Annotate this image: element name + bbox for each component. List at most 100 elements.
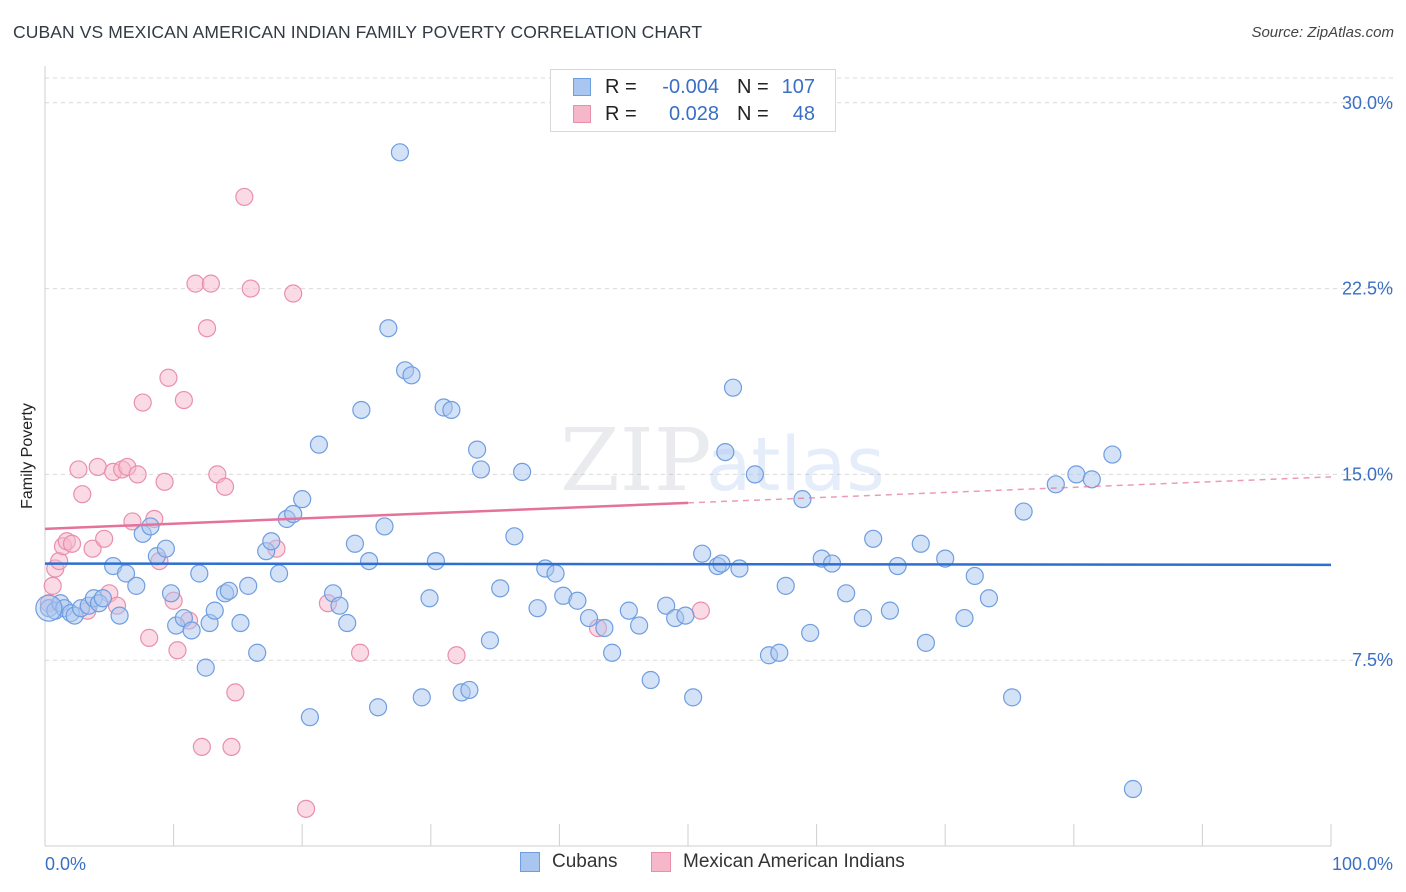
data-point [296,799,316,818]
data-point [73,485,92,504]
data-point [309,435,329,454]
legend-row-mexican-american-indians: R = 0.028 N = 48 [573,102,815,126]
data-point [69,460,88,479]
data-point [300,708,320,727]
x-tick-label: 0.0% [45,854,86,874]
trend-lines [44,476,1332,567]
data-point [776,576,795,595]
legend-item-mexican-american-indians[interactable]: Mexican American Indians [651,851,905,873]
data-point [159,368,178,387]
trend-line-pink [44,501,689,531]
data-point [911,534,930,553]
data-point [491,579,510,598]
data-point [420,589,439,608]
data-point [155,472,174,491]
data-point [116,564,136,583]
data-point [197,319,217,338]
data-point [888,556,907,576]
data-point [156,539,175,558]
data-point [568,591,587,610]
data-point [293,490,312,509]
data-point [205,601,224,620]
data-point [412,688,431,707]
data-point [684,688,703,707]
chart-title: CUBAN VS MEXICAN AMERICAN INDIAN FAMILY … [13,22,703,42]
data-point [676,606,695,625]
data-point [110,606,129,625]
data-point [723,378,743,397]
data-point [1002,688,1022,707]
data-point [630,616,649,635]
data-point [196,658,215,677]
data-point [1123,779,1143,799]
data-point [62,534,82,553]
data-point [1103,445,1122,464]
data-point [880,601,900,620]
data-point [345,534,365,553]
data-point [83,539,102,558]
data-point [350,643,370,662]
data-point [352,400,371,420]
data-point [368,698,388,717]
watermark: ZIP atlas [560,411,885,511]
y-tick-label: 15.0% [1342,464,1393,484]
data-point [505,527,524,546]
data-point [226,683,245,702]
data-point [837,584,856,603]
data-point [284,284,303,303]
legend-label-cubans: Cubans [552,851,618,872]
data-point [182,621,201,640]
r-label: R = [605,102,637,125]
data-point-cluster [35,594,63,622]
data-point [241,279,260,298]
data-point [186,274,205,293]
data-point [730,559,749,578]
data-point [657,596,676,615]
data-point [95,529,114,548]
data-point [595,618,614,638]
data-point [161,584,181,603]
data-point [330,596,349,615]
data-point [579,608,599,628]
data-point [402,366,421,385]
data-point [853,608,872,628]
data-point [745,465,764,484]
data-point [955,608,974,628]
trend-line-extension-pink [687,476,1332,504]
y-tick-label: 7.5% [1352,650,1393,670]
data-point [467,440,487,459]
data-point [528,599,547,618]
data-point [471,460,491,479]
data-point [693,544,712,563]
data-point [460,680,479,700]
mexican-american-indians-swatch [573,105,591,123]
x-tick-label: 100.0% [1332,854,1393,874]
data-point [201,274,220,293]
data-point [513,462,532,482]
correlation-legend: R = -0.004 N = 107 R = 0.028 N = 48 [550,69,836,132]
data-point [141,517,160,536]
data-point [239,576,258,595]
trend-line-blue [44,562,1332,567]
data-point [916,633,936,652]
data-point [269,564,289,583]
data-point [215,477,235,496]
data-point [979,589,999,608]
data-point [43,576,62,595]
data-point [936,549,955,568]
data-point [128,465,147,484]
data-point [691,601,710,620]
data-point [93,589,112,608]
y-tick-labels: 7.5% 15.0% 22.5% 30.0% [1342,93,1393,670]
data-point [192,737,211,757]
data-point [1082,470,1101,489]
watermark-zip: ZIP [560,411,712,511]
data-point [801,623,820,643]
data-point [716,442,735,462]
legend-row-cubans: R = -0.004 N = 107 [573,75,815,99]
data-point [174,390,193,410]
data-point [641,670,660,690]
legend-item-cubans[interactable]: Cubans [520,851,618,873]
y-tick-label: 30.0% [1342,93,1393,113]
